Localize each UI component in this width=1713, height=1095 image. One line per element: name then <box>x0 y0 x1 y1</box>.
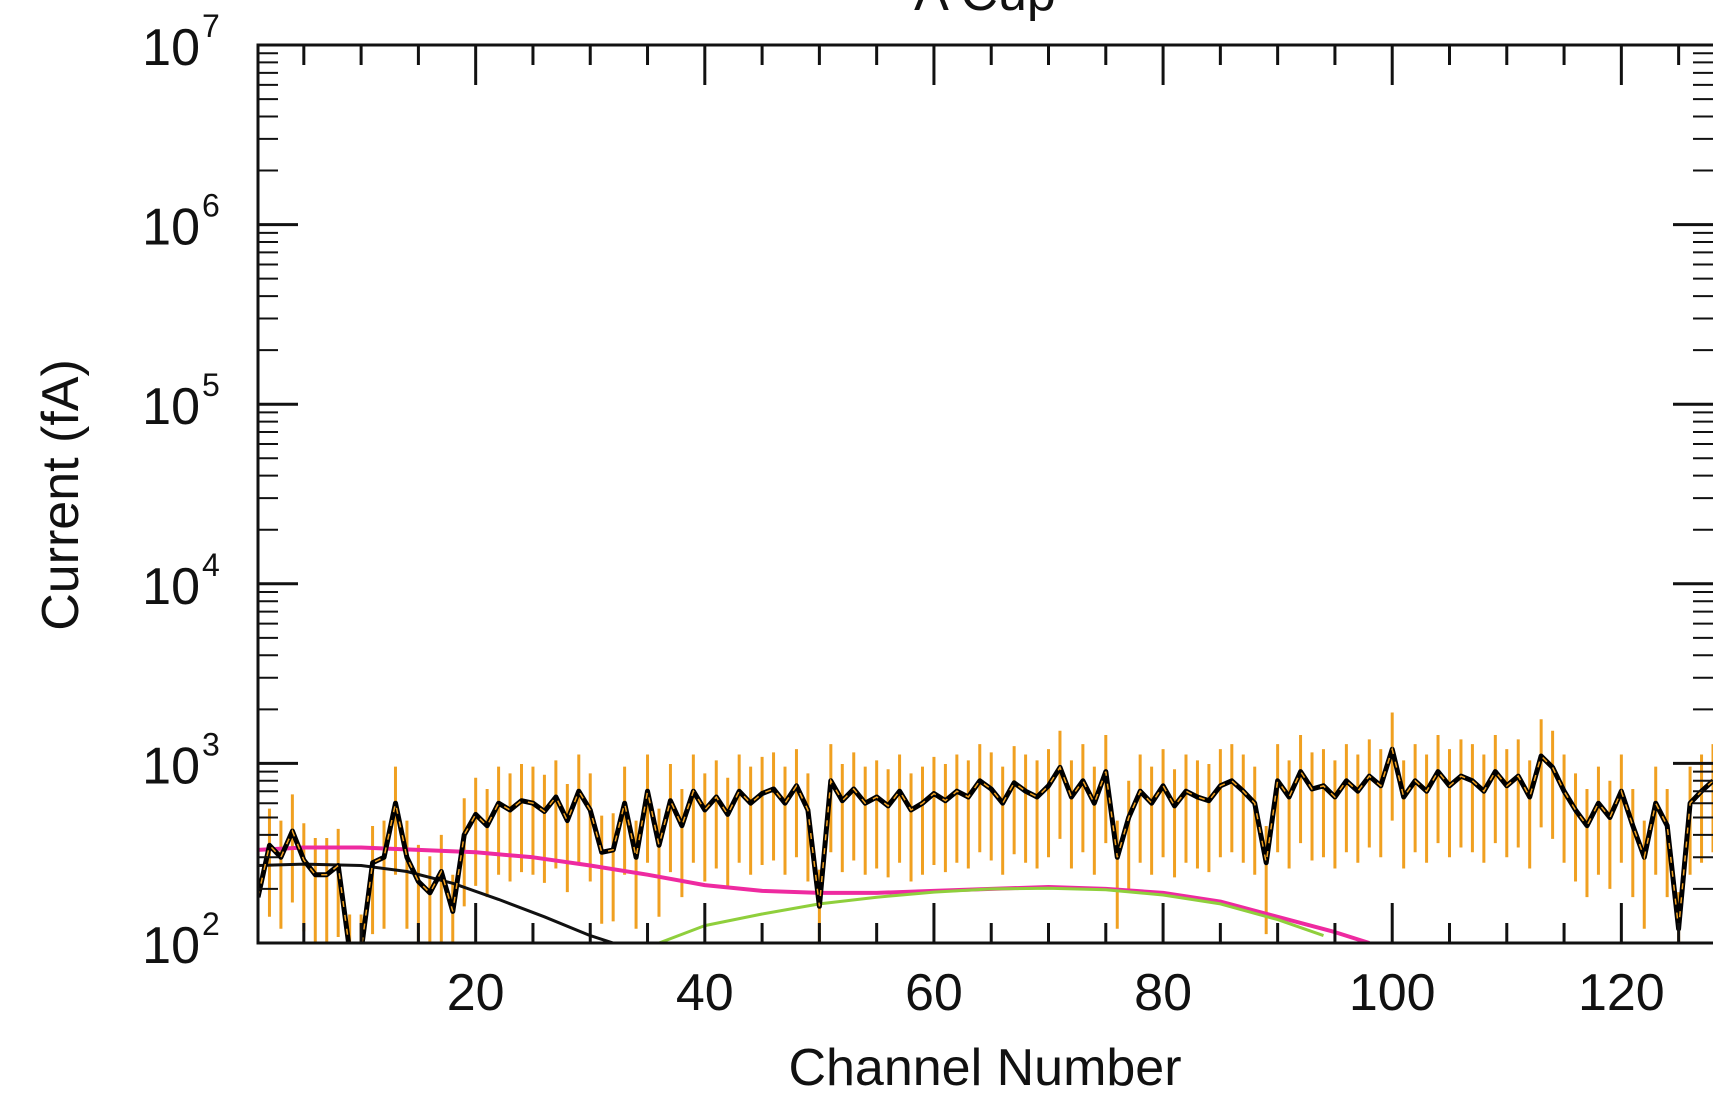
x-axis-title: Channel Number <box>788 1039 1181 1095</box>
x-tick-label: 120 <box>1578 964 1665 1022</box>
y-tick-label: 10 <box>142 917 200 975</box>
y-tick-label: 10 <box>142 378 200 436</box>
y-tick-label: 10 <box>142 19 200 77</box>
series-line-fit-component-1 <box>258 862 614 943</box>
y-tick-label-exponent: 5 <box>202 367 220 403</box>
series-lines <box>258 746 1713 943</box>
y-tick-label-exponent: 4 <box>202 547 220 583</box>
y-axis-title: Current (fA) <box>32 359 90 631</box>
series-line-measured-dash <box>258 746 1713 943</box>
y-tick-label: 10 <box>142 558 200 616</box>
x-tick-label: 80 <box>1134 964 1192 1022</box>
x-tick-label: 60 <box>905 964 963 1022</box>
y-tick-label: 10 <box>142 737 200 795</box>
x-tick-label: 20 <box>447 964 505 1022</box>
y-tick-label-exponent: 3 <box>202 726 220 762</box>
error-bars <box>258 712 1713 943</box>
y-tick-label-exponent: 6 <box>202 188 220 224</box>
y-tick-label-exponent: 7 <box>202 8 220 44</box>
x-tick-label: 40 <box>676 964 734 1022</box>
axes <box>256 43 1713 945</box>
series-line-fit-component-2 <box>658 886 1324 943</box>
chart-title: A Cup <box>914 0 1056 22</box>
y-tick-label: 10 <box>142 199 200 257</box>
x-tick-label: 100 <box>1349 964 1436 1022</box>
y-tick-label-exponent: 2 <box>202 906 220 942</box>
